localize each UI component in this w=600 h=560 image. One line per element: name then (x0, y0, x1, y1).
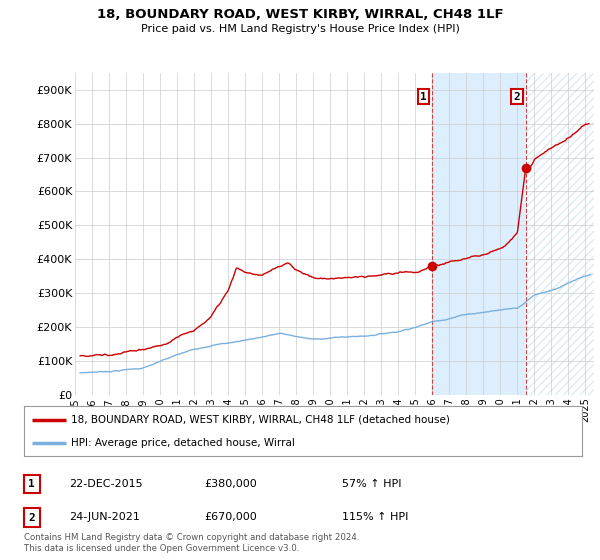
Text: 18, BOUNDARY ROAD, WEST KIRBY, WIRRAL, CH48 1LF: 18, BOUNDARY ROAD, WEST KIRBY, WIRRAL, C… (97, 8, 503, 21)
Text: 1: 1 (28, 479, 35, 489)
Text: £670,000: £670,000 (204, 512, 257, 522)
Text: 2: 2 (28, 513, 35, 522)
Text: Price paid vs. HM Land Registry's House Price Index (HPI): Price paid vs. HM Land Registry's House … (140, 24, 460, 34)
Text: £380,000: £380,000 (204, 479, 257, 489)
Text: 18, BOUNDARY ROAD, WEST KIRBY, WIRRAL, CH48 1LF (detached house): 18, BOUNDARY ROAD, WEST KIRBY, WIRRAL, C… (71, 414, 451, 424)
Bar (432, 73, 526, 395)
Text: HPI: Average price, detached house, Wirral: HPI: Average price, detached house, Wirr… (71, 438, 295, 448)
Text: 22-DEC-2015: 22-DEC-2015 (69, 479, 143, 489)
Bar (526, 73, 594, 395)
Text: 2: 2 (514, 91, 520, 101)
Bar (526, 73, 594, 395)
Text: 115% ↑ HPI: 115% ↑ HPI (342, 512, 409, 522)
Text: 57% ↑ HPI: 57% ↑ HPI (342, 479, 401, 489)
Text: 1: 1 (420, 91, 427, 101)
Text: Contains HM Land Registry data © Crown copyright and database right 2024.
This d: Contains HM Land Registry data © Crown c… (24, 533, 359, 553)
Text: 24-JUN-2021: 24-JUN-2021 (69, 512, 140, 522)
